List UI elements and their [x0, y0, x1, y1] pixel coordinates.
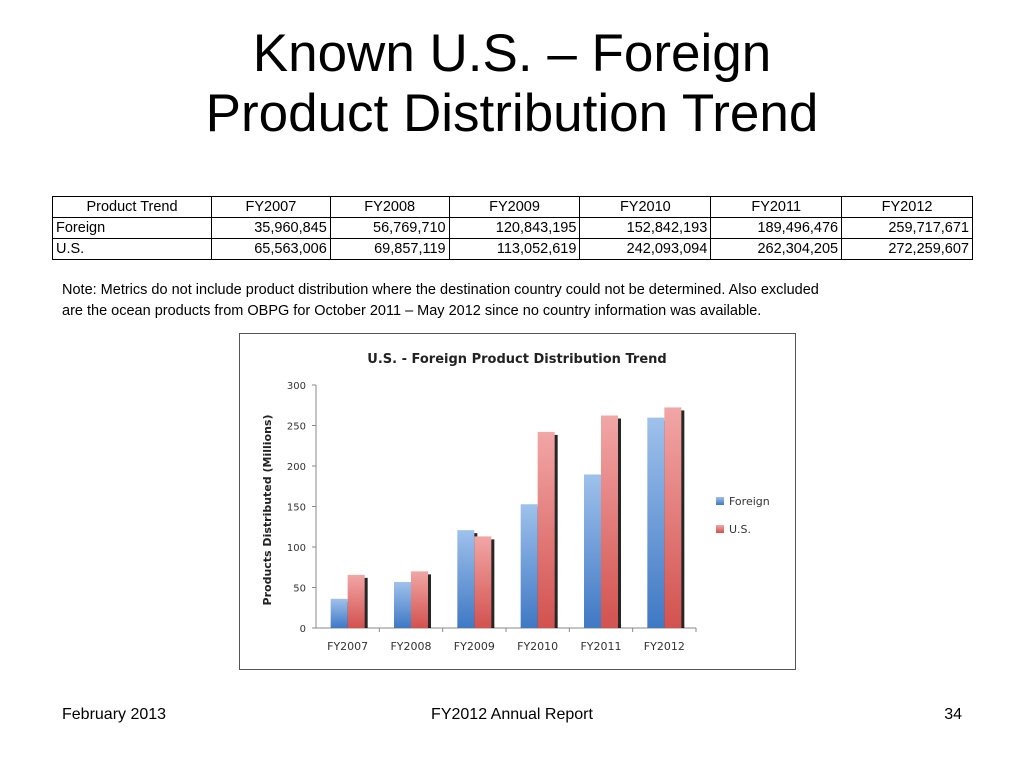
- bar-foreign: [647, 417, 665, 628]
- table-header-row: Product Trend FY2007 FY2008 FY2009 FY201…: [52, 196, 973, 218]
- table-cell: 259,717,671: [841, 217, 973, 239]
- x-tick-label: FY2010: [517, 640, 558, 653]
- x-tick-label: FY2009: [454, 640, 495, 653]
- slide-title-line-2: Product Distribution Trend: [205, 84, 819, 143]
- chart-y-axis-label: Products Distributed (Millions): [261, 415, 274, 606]
- table-header-cell: FY2010: [579, 196, 712, 218]
- x-tick-label: FY2007: [327, 640, 368, 653]
- bar-us: [664, 407, 682, 628]
- table-header-cell: FY2007: [211, 196, 331, 218]
- y-tick-label: 100: [287, 543, 306, 554]
- legend-label: Foreign: [729, 495, 770, 508]
- table-cell: 262,304,205: [710, 238, 843, 260]
- table-header-cell: FY2012: [841, 196, 973, 218]
- x-tick-label: FY2008: [390, 640, 431, 653]
- table-cell: 65,563,006: [211, 238, 331, 260]
- y-tick-label: 250: [287, 422, 306, 433]
- legend-swatch: [716, 525, 724, 533]
- table-cell: 189,496,476: [710, 217, 843, 239]
- bar-foreign: [394, 581, 411, 628]
- bar-us: [474, 536, 492, 628]
- x-tick-label: FY2011: [580, 640, 621, 653]
- y-tick-label: 300: [287, 381, 306, 392]
- footer-date: February 2013: [62, 706, 167, 723]
- bar-chart: U.S. - Foreign Product Distribution Tren…: [261, 352, 770, 653]
- table-cell: 35,960,845: [211, 217, 331, 239]
- x-tick-label: FY2012: [644, 640, 685, 653]
- slide-title-line-1: Known U.S. – Foreign: [252, 24, 772, 83]
- note-line-1: Note: Metrics do not include product dis…: [62, 282, 819, 298]
- table-header-cell: FY2009: [448, 196, 581, 218]
- table-cell: 113,052,619: [448, 238, 581, 260]
- table-header-cell: FY2008: [329, 196, 450, 218]
- legend-swatch: [716, 497, 724, 505]
- table-header-cell: FY2011: [710, 196, 843, 218]
- table-cell: 56,769,710: [329, 217, 450, 239]
- legend-label: U.S.: [729, 523, 751, 536]
- table-header-cell: Product Trend: [52, 196, 212, 218]
- chart-frame: U.S. - Foreign Product Distribution Tren…: [239, 333, 796, 670]
- bar-us: [537, 431, 555, 628]
- bar-foreign: [520, 504, 538, 628]
- bar-foreign: [584, 474, 601, 628]
- distribution-table: Product Trend FY2007 FY2008 FY2009 FY201…: [52, 196, 973, 260]
- table-row-label: U.S.: [52, 238, 212, 260]
- table-cell: 152,842,193: [579, 217, 712, 239]
- table-row-label: Foreign: [52, 217, 212, 239]
- table-row: U.S. 65,563,006 69,857,119 113,052,619 2…: [52, 238, 973, 260]
- bar-foreign: [330, 598, 348, 628]
- footer-report-name: FY2012 Annual Report: [431, 706, 593, 723]
- table-cell: 272,259,607: [841, 238, 973, 260]
- bar-us: [601, 415, 618, 628]
- bar-foreign: [457, 530, 475, 628]
- table-cell: 69,857,119: [329, 238, 450, 260]
- note-line-2: are the ocean products from OBPG for Oct…: [62, 303, 762, 319]
- y-tick-label: 150: [287, 503, 306, 514]
- slide-title: Known U.S. – Foreign Product Distributio…: [0, 24, 1024, 144]
- y-tick-label: 50: [293, 584, 306, 595]
- y-tick-label: 0: [300, 624, 306, 635]
- bar-us: [347, 574, 365, 628]
- note-text: Note: Metrics do not include product dis…: [62, 280, 982, 322]
- table-cell: 120,843,195: [448, 217, 581, 239]
- chart-title: U.S. - Foreign Product Distribution Tren…: [367, 352, 666, 367]
- bar-us: [411, 571, 428, 628]
- footer-page-number: 34: [944, 706, 962, 723]
- y-tick-label: 200: [287, 462, 306, 473]
- table-cell: 242,093,094: [579, 238, 712, 260]
- table-row: Foreign 35,960,845 56,769,710 120,843,19…: [52, 217, 973, 239]
